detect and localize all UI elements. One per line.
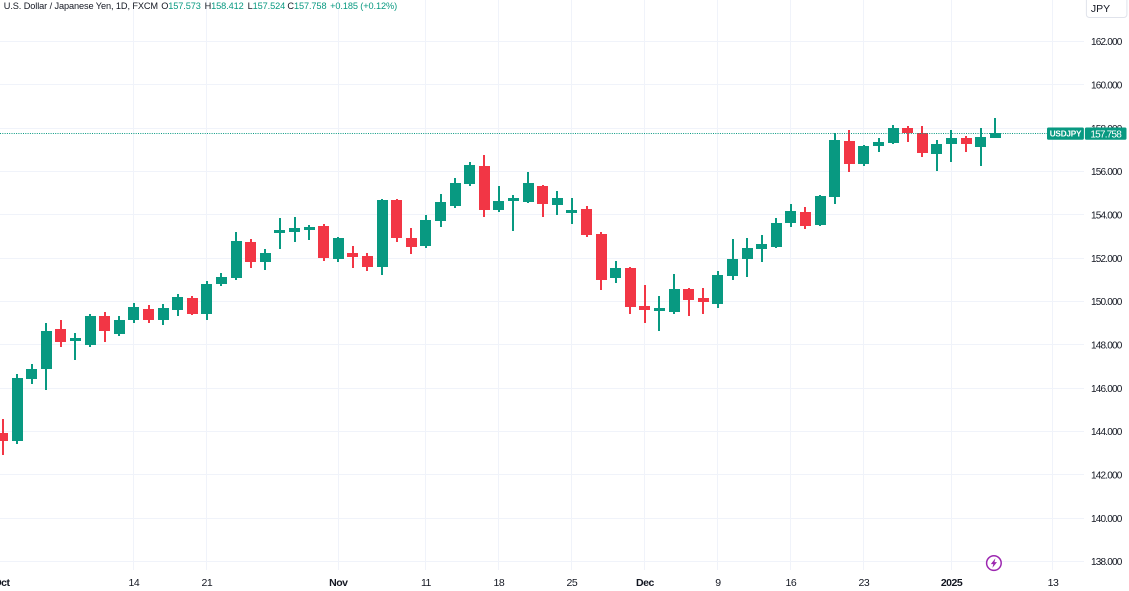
svg-text:USDJPY: USDJPY: [1050, 130, 1082, 139]
svg-text:23: 23: [859, 577, 870, 589]
svg-text:138.000: 138.000: [1091, 557, 1123, 568]
svg-text:Dec: Dec: [636, 577, 654, 589]
svg-text:150.000: 150.000: [1091, 297, 1123, 308]
svg-text:142.000: 142.000: [1091, 471, 1123, 482]
svg-text:146.000: 146.000: [1091, 384, 1123, 395]
svg-text:U.S. Dollar / Japanese Yen, 1D: U.S. Dollar / Japanese Yen, 1D, FXCM O157…: [4, 1, 397, 11]
svg-text:JPY: JPY: [1091, 3, 1110, 15]
svg-text:152.000: 152.000: [1091, 254, 1123, 265]
svg-text:Nov: Nov: [329, 577, 348, 589]
svg-text:9: 9: [715, 577, 721, 589]
svg-text:Oct: Oct: [0, 577, 10, 589]
svg-text:21: 21: [202, 577, 213, 589]
svg-text:11: 11: [421, 577, 432, 589]
svg-text:157.758: 157.758: [1090, 129, 1122, 140]
svg-text:25: 25: [567, 577, 578, 589]
svg-text:18: 18: [494, 577, 505, 589]
svg-text:140.000: 140.000: [1091, 514, 1123, 525]
svg-text:16: 16: [786, 577, 797, 589]
svg-text:154.000: 154.000: [1091, 211, 1123, 222]
svg-text:156.000: 156.000: [1091, 167, 1123, 178]
svg-text:148.000: 148.000: [1091, 341, 1123, 352]
svg-text:144.000: 144.000: [1091, 427, 1123, 438]
svg-text:13: 13: [1048, 577, 1059, 589]
svg-text:162.000: 162.000: [1091, 37, 1123, 48]
svg-text:14: 14: [129, 577, 140, 589]
svg-text:160.000: 160.000: [1091, 81, 1123, 92]
svg-text:2025: 2025: [941, 577, 963, 589]
